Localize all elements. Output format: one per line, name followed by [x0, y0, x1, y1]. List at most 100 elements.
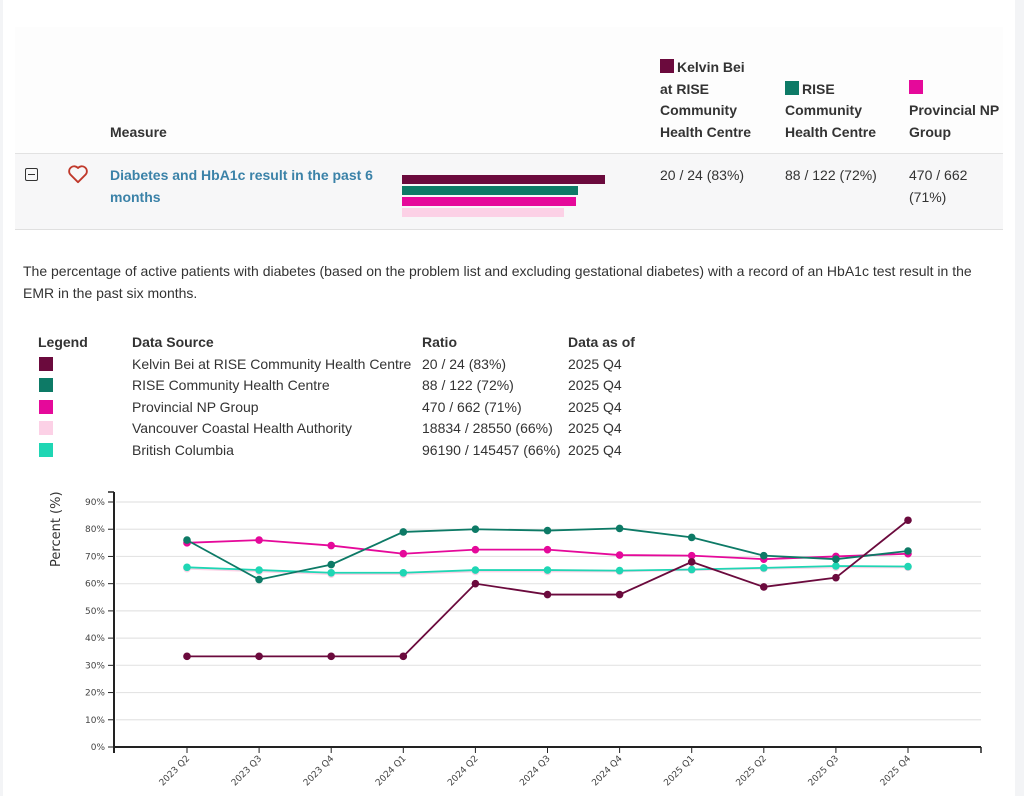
legend-source: Kelvin Bei at RISE Community Health Cent… — [132, 355, 412, 372]
x-tick-label: 2025 Q3 — [807, 754, 841, 788]
data-point — [471, 525, 480, 534]
x-tick-label: 2023 Q3 — [230, 754, 264, 788]
column-header-provider[interactable]: Kelvin Bei at RISE Community Health Cent… — [660, 57, 755, 143]
y-axis: 0% 10% 20% 30% 40% 50% 60% 70% 80% 90% — [85, 491, 115, 753]
data-point — [255, 575, 263, 584]
legend-ratio: 470 / 662 (71%) — [422, 398, 522, 415]
data-point — [471, 579, 480, 588]
data-point — [327, 568, 336, 577]
series-group — [183, 516, 912, 661]
legend-swatch — [39, 378, 53, 393]
legend-date: 2025 Q4 — [568, 420, 622, 437]
x-tick-label: 2023 Q2 — [158, 754, 192, 788]
data-point — [832, 573, 840, 582]
legend-swatch — [39, 399, 53, 414]
y-tick-label: 40% — [85, 634, 105, 644]
data-point — [399, 528, 408, 536]
x-tick-label: 2025 Q1 — [662, 754, 696, 788]
data-point — [327, 560, 336, 569]
data-point — [471, 545, 480, 554]
y-tick-label: 0% — [91, 743, 106, 753]
y-tick-label: 20% — [85, 689, 105, 699]
y-tick-label: 30% — [85, 661, 105, 671]
y-axis-title: Percent (%) — [49, 491, 64, 567]
x-tick-label: 2025 Q2 — [735, 754, 769, 788]
data-point — [543, 566, 552, 574]
legend-date: 2025 Q4 — [568, 441, 622, 458]
series-british-columbia — [183, 562, 912, 577]
column-header-provincial[interactable]: Provincial NP Group — [909, 80, 1004, 143]
data-point — [399, 549, 408, 558]
column-header-clinic[interactable]: RISE Community Health Centre — [785, 79, 880, 144]
series-provincial-np-group — [183, 536, 912, 563]
y-tick-label: 90% — [85, 498, 105, 508]
series-line — [187, 519, 909, 658]
legend-source: Provincial NP Group — [132, 398, 259, 415]
x-tick-label: 2025 Q4 — [879, 754, 914, 789]
data-point — [255, 652, 263, 661]
data-point — [615, 524, 624, 533]
column-header-clinic-label: RISE Community Health Centre — [785, 80, 877, 140]
data-point — [327, 541, 336, 550]
legend-source: British Columbia — [132, 441, 234, 458]
comparison-bar — [402, 208, 564, 217]
column-header-measure[interactable]: Measure — [110, 123, 167, 140]
measure-link[interactable]: Diabetes and HbA1c result in the past 6 … — [110, 167, 373, 205]
data-point — [543, 545, 552, 554]
data-point — [687, 565, 696, 574]
data-point — [327, 652, 336, 661]
data-point — [471, 566, 480, 574]
comparison-bar — [402, 186, 579, 195]
legend-ratio: 18834 / 28550 (66%) — [422, 420, 553, 437]
collapse-icon[interactable] — [25, 168, 38, 181]
legend-source: Vancouver Coastal Health Authority — [132, 420, 352, 437]
x-tick-label: 2024 Q1 — [374, 754, 408, 788]
data-point — [760, 564, 768, 572]
data-point — [904, 516, 912, 525]
provider-swatch — [660, 59, 674, 73]
data-point — [615, 551, 624, 559]
provincial-swatch — [909, 80, 923, 94]
data-point — [760, 583, 768, 591]
legend-header-date: Data as of — [568, 334, 635, 350]
legend-header-source: Data Source — [132, 334, 214, 350]
legend-ratio: 20 / 24 (83%) — [422, 355, 507, 372]
measures-table: Measure Kelvin Bei at RISE Community Hea… — [15, 27, 1003, 230]
legend-swatch — [39, 356, 53, 371]
data-point — [399, 652, 408, 661]
grid-lines — [116, 501, 981, 721]
data-point — [687, 533, 696, 542]
legend-ratio: 88 / 122 (72%) — [422, 377, 514, 394]
legend-swatch — [39, 421, 53, 436]
x-tick-label: 2024 Q4 — [590, 754, 625, 789]
comparison-bar — [402, 175, 606, 184]
legend-header-legend: Legend — [38, 334, 88, 350]
data-point — [904, 547, 912, 555]
data-point — [832, 555, 840, 563]
trend-line-chart: 0% 10% 20% 30% 40% 50% 60% 70% 80% 90% 2023 Q2 202… — [49, 491, 982, 789]
clinic-swatch — [785, 80, 799, 95]
series-rise-community-health-centre — [183, 524, 912, 584]
column-header-provider-label: Kelvin Bei at RISE Community Health Cent… — [660, 59, 752, 140]
y-tick-label: 10% — [85, 716, 105, 726]
legend-date: 2025 Q4 — [568, 377, 622, 394]
heart-icon[interactable] — [67, 164, 89, 184]
legend-date: 2025 Q4 — [568, 398, 622, 415]
x-tick-label: 2024 Q2 — [446, 754, 480, 788]
table-header: Measure Kelvin Bei at RISE Community Hea… — [15, 27, 1003, 154]
y-tick-label: 80% — [85, 525, 105, 535]
data-point — [183, 563, 191, 572]
data-point — [687, 558, 696, 566]
clinic-value: 88 / 122 (72%) — [785, 167, 877, 183]
provider-value: 20 / 24 (83%) — [660, 167, 745, 183]
x-tick-label: 2023 Q4 — [302, 754, 337, 789]
y-tick-label: 70% — [85, 552, 105, 562]
comparison-bars — [402, 175, 642, 219]
y-tick-label: 50% — [85, 607, 105, 617]
series-kelvin-bei-at-rise-community-health-centre — [183, 516, 912, 661]
data-point — [687, 551, 696, 560]
y-tick-label: 60% — [85, 580, 105, 590]
column-header-provincial-label: Provincial NP Group — [909, 102, 1000, 140]
data-point — [832, 562, 840, 570]
data-point — [183, 652, 191, 661]
